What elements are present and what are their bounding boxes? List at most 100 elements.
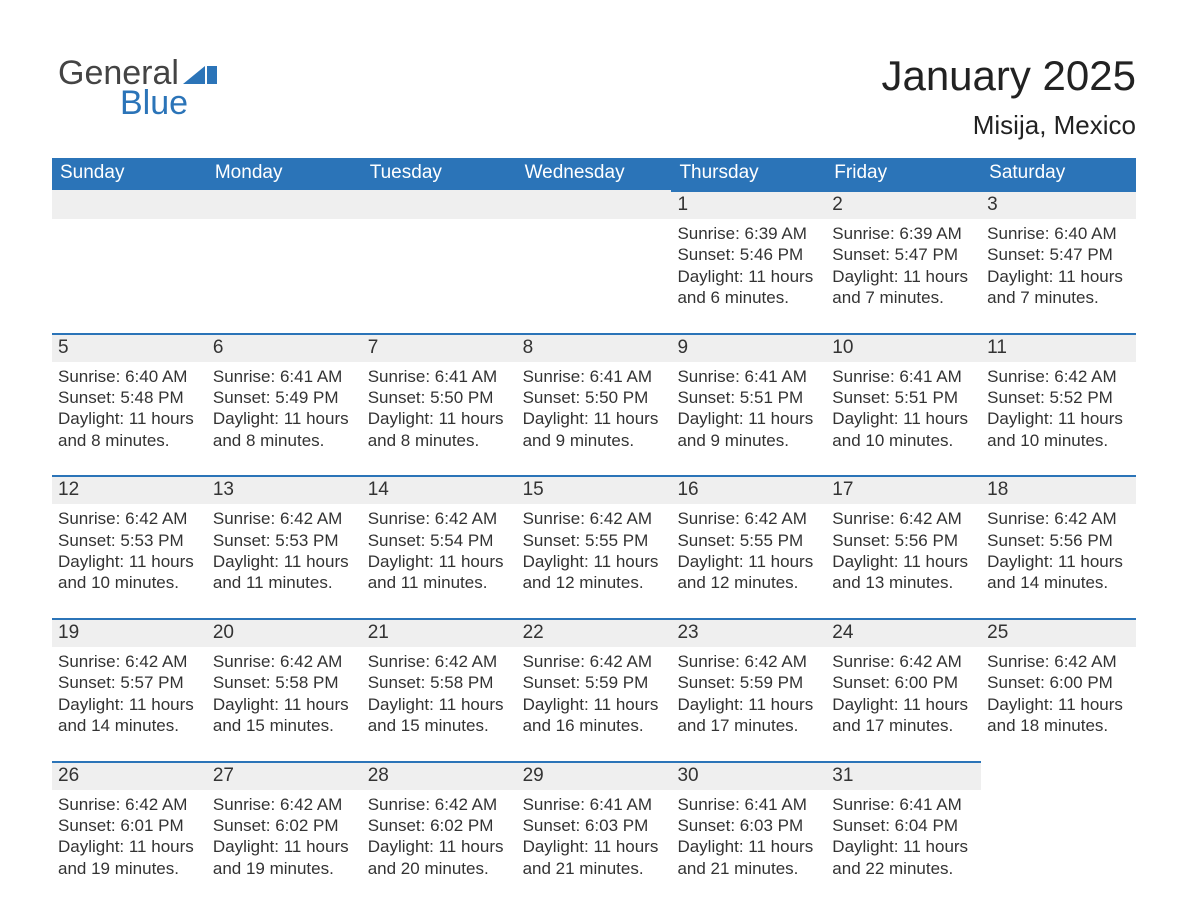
daylight-line: Daylight: 11 hours and 11 minutes. [368, 551, 511, 594]
daylight-line: Daylight: 11 hours and 14 minutes. [58, 694, 201, 737]
empty-day-band [362, 190, 517, 219]
sunset-line: Sunset: 5:46 PM [677, 244, 820, 265]
calendar-day-cell: 31Sunrise: 6:41 AMSunset: 6:04 PMDayligh… [826, 761, 981, 880]
sunset-line: Sunset: 5:52 PM [987, 387, 1130, 408]
calendar-day-cell: 3Sunrise: 6:40 AMSunset: 5:47 PMDaylight… [981, 190, 1136, 309]
day-details: Sunrise: 6:41 AMSunset: 6:04 PMDaylight:… [826, 790, 981, 880]
empty-day-band [52, 190, 207, 219]
day-details: Sunrise: 6:42 AMSunset: 6:00 PMDaylight:… [826, 647, 981, 737]
sunrise-line: Sunrise: 6:41 AM [677, 366, 820, 387]
calendar-empty-cell [362, 190, 517, 309]
day-number: 11 [981, 333, 1136, 362]
sunrise-line: Sunrise: 6:42 AM [58, 651, 201, 672]
daylight-line: Daylight: 11 hours and 22 minutes. [832, 836, 975, 879]
sunset-line: Sunset: 5:50 PM [523, 387, 666, 408]
calendar-day-cell: 18Sunrise: 6:42 AMSunset: 5:56 PMDayligh… [981, 475, 1136, 594]
sunrise-line: Sunrise: 6:42 AM [987, 508, 1130, 529]
sunset-line: Sunset: 5:55 PM [677, 530, 820, 551]
calendar-day-cell: 13Sunrise: 6:42 AMSunset: 5:53 PMDayligh… [207, 475, 362, 594]
sunset-line: Sunset: 6:03 PM [523, 815, 666, 836]
day-number: 9 [671, 333, 826, 362]
logo-flag-icon [183, 62, 219, 86]
sunrise-line: Sunrise: 6:41 AM [677, 794, 820, 815]
calendar-day-cell: 14Sunrise: 6:42 AMSunset: 5:54 PMDayligh… [362, 475, 517, 594]
weekday-header-row: SundayMondayTuesdayWednesdayThursdayFrid… [52, 158, 1136, 190]
sunrise-line: Sunrise: 6:41 AM [832, 366, 975, 387]
day-details: Sunrise: 6:42 AMSunset: 5:58 PMDaylight:… [362, 647, 517, 737]
calendar-page: General Blue January 2025 Misija, Mexico… [0, 0, 1188, 80]
day-details: Sunrise: 6:42 AMSunset: 5:53 PMDaylight:… [207, 504, 362, 594]
sunset-line: Sunset: 6:00 PM [987, 672, 1130, 693]
day-details: Sunrise: 6:41 AMSunset: 5:51 PMDaylight:… [826, 362, 981, 452]
day-details: Sunrise: 6:42 AMSunset: 5:54 PMDaylight:… [362, 504, 517, 594]
day-number: 19 [52, 618, 207, 647]
calendar-day-cell: 10Sunrise: 6:41 AMSunset: 5:51 PMDayligh… [826, 333, 981, 452]
title-location: Misija, Mexico [881, 110, 1136, 141]
day-details: Sunrise: 6:40 AMSunset: 5:47 PMDaylight:… [981, 219, 1136, 309]
day-number: 5 [52, 333, 207, 362]
daylight-line: Daylight: 11 hours and 10 minutes. [832, 408, 975, 451]
calendar-week-row: 26Sunrise: 6:42 AMSunset: 6:01 PMDayligh… [52, 761, 1136, 880]
sunset-line: Sunset: 5:49 PM [213, 387, 356, 408]
empty-day-band [517, 190, 672, 219]
day-details: Sunrise: 6:42 AMSunset: 6:02 PMDaylight:… [362, 790, 517, 880]
daylight-line: Daylight: 11 hours and 17 minutes. [677, 694, 820, 737]
daylight-line: Daylight: 11 hours and 7 minutes. [832, 266, 975, 309]
day-details: Sunrise: 6:42 AMSunset: 5:55 PMDaylight:… [517, 504, 672, 594]
sunrise-line: Sunrise: 6:42 AM [987, 651, 1130, 672]
sunset-line: Sunset: 5:58 PM [213, 672, 356, 693]
day-details: Sunrise: 6:39 AMSunset: 5:47 PMDaylight:… [826, 219, 981, 309]
calendar-day-cell: 2Sunrise: 6:39 AMSunset: 5:47 PMDaylight… [826, 190, 981, 309]
sunrise-line: Sunrise: 6:41 AM [523, 366, 666, 387]
day-number: 15 [517, 475, 672, 504]
calendar-day-cell: 25Sunrise: 6:42 AMSunset: 6:00 PMDayligh… [981, 618, 1136, 737]
daylight-line: Daylight: 11 hours and 10 minutes. [987, 408, 1130, 451]
daylight-line: Daylight: 11 hours and 19 minutes. [213, 836, 356, 879]
sunrise-line: Sunrise: 6:40 AM [58, 366, 201, 387]
day-details: Sunrise: 6:42 AMSunset: 5:58 PMDaylight:… [207, 647, 362, 737]
daylight-line: Daylight: 11 hours and 16 minutes. [523, 694, 666, 737]
day-number: 16 [671, 475, 826, 504]
calendar-day-cell: 5Sunrise: 6:40 AMSunset: 5:48 PMDaylight… [52, 333, 207, 452]
calendar-day-cell: 29Sunrise: 6:41 AMSunset: 6:03 PMDayligh… [517, 761, 672, 880]
sunset-line: Sunset: 6:04 PM [832, 815, 975, 836]
sunset-line: Sunset: 6:01 PM [58, 815, 201, 836]
day-number: 2 [826, 190, 981, 219]
calendar-week-row: 5Sunrise: 6:40 AMSunset: 5:48 PMDaylight… [52, 333, 1136, 452]
sunrise-line: Sunrise: 6:42 AM [677, 651, 820, 672]
sunrise-line: Sunrise: 6:39 AM [832, 223, 975, 244]
sunrise-line: Sunrise: 6:39 AM [677, 223, 820, 244]
daylight-line: Daylight: 11 hours and 21 minutes. [677, 836, 820, 879]
empty-day-band [207, 190, 362, 219]
day-details: Sunrise: 6:42 AMSunset: 5:56 PMDaylight:… [981, 504, 1136, 594]
sunrise-line: Sunrise: 6:42 AM [832, 651, 975, 672]
sunrise-line: Sunrise: 6:41 AM [368, 366, 511, 387]
sunset-line: Sunset: 6:00 PM [832, 672, 975, 693]
sunrise-line: Sunrise: 6:42 AM [58, 508, 201, 529]
day-number: 8 [517, 333, 672, 362]
sunset-line: Sunset: 5:57 PM [58, 672, 201, 693]
calendar-day-cell: 21Sunrise: 6:42 AMSunset: 5:58 PMDayligh… [362, 618, 517, 737]
sunset-line: Sunset: 5:51 PM [832, 387, 975, 408]
sunset-line: Sunset: 5:56 PM [987, 530, 1130, 551]
day-details: Sunrise: 6:42 AMSunset: 6:00 PMDaylight:… [981, 647, 1136, 737]
sunrise-line: Sunrise: 6:42 AM [58, 794, 201, 815]
brand-logo: General Blue [58, 56, 219, 124]
daylight-line: Daylight: 11 hours and 9 minutes. [677, 408, 820, 451]
sunset-line: Sunset: 5:59 PM [523, 672, 666, 693]
calendar-week-row: 19Sunrise: 6:42 AMSunset: 5:57 PMDayligh… [52, 618, 1136, 737]
sunset-line: Sunset: 5:59 PM [677, 672, 820, 693]
day-details: Sunrise: 6:42 AMSunset: 5:55 PMDaylight:… [671, 504, 826, 594]
daylight-line: Daylight: 11 hours and 8 minutes. [58, 408, 201, 451]
calendar-day-cell: 20Sunrise: 6:42 AMSunset: 5:58 PMDayligh… [207, 618, 362, 737]
calendar-week-row: 12Sunrise: 6:42 AMSunset: 5:53 PMDayligh… [52, 475, 1136, 594]
calendar-empty-cell [52, 190, 207, 309]
sunrise-line: Sunrise: 6:42 AM [213, 651, 356, 672]
daylight-line: Daylight: 11 hours and 18 minutes. [987, 694, 1130, 737]
calendar-day-cell: 23Sunrise: 6:42 AMSunset: 5:59 PMDayligh… [671, 618, 826, 737]
sunrise-line: Sunrise: 6:41 AM [213, 366, 356, 387]
day-number: 25 [981, 618, 1136, 647]
sunset-line: Sunset: 5:53 PM [213, 530, 356, 551]
day-details: Sunrise: 6:42 AMSunset: 5:52 PMDaylight:… [981, 362, 1136, 452]
weeks-container: 1Sunrise: 6:39 AMSunset: 5:46 PMDaylight… [52, 190, 1136, 879]
